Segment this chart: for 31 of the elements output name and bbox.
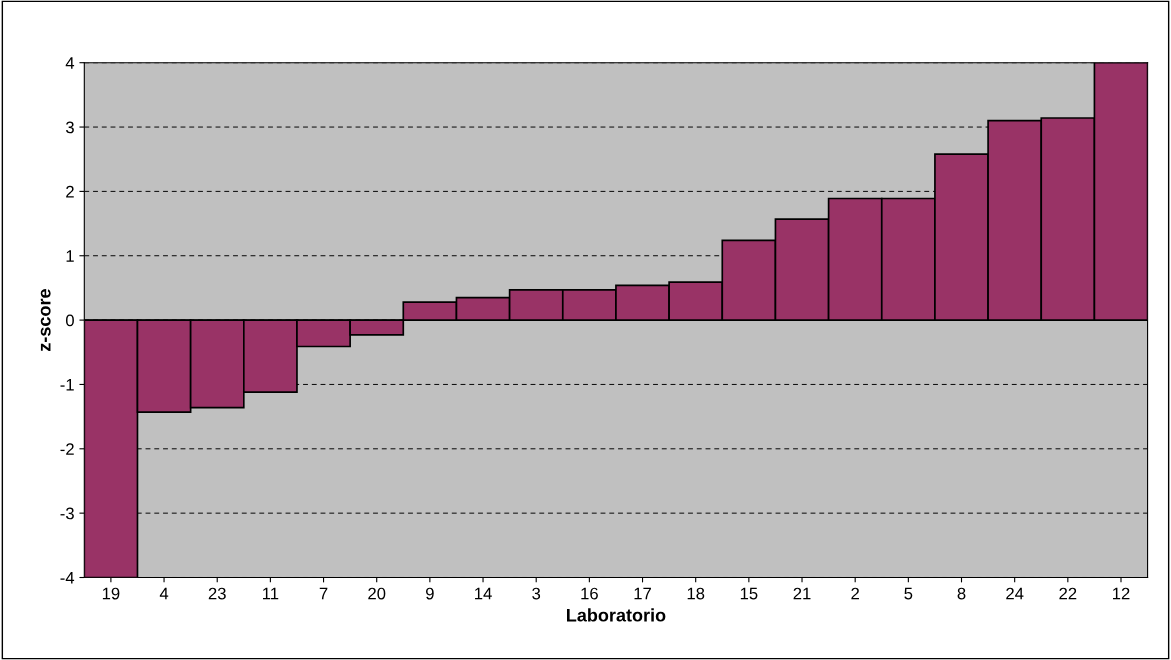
x-tick-label: 18 (687, 587, 705, 600)
x-tick-label: 17 (634, 587, 651, 600)
x-tick-label: 16 (581, 587, 598, 600)
y-axis-title: z-score (40, 289, 51, 351)
x-tick-label: 24 (1006, 587, 1024, 600)
y-tick-label: -2 (60, 443, 74, 455)
x-tick-label: 23 (208, 587, 226, 600)
y-tick-label: 4 (65, 57, 75, 69)
x-tick-label: 11 (263, 587, 279, 600)
x-tick-label: 20 (368, 587, 386, 600)
y-tick-label: -4 (60, 572, 75, 584)
x-tick-label: 4 (159, 587, 169, 600)
y-tick-label: 1 (66, 250, 74, 262)
y-tick-label: 3 (65, 121, 74, 134)
y-tick-label: -1 (60, 379, 74, 391)
y-tick-label: -3 (60, 507, 74, 520)
x-tick-label: 3 (532, 587, 541, 600)
x-tick-label: 21 (793, 587, 811, 600)
x-tick-label: 7 (319, 587, 328, 600)
x-axis-title: Laboratorio (567, 608, 666, 622)
x-tick-label: 9 (426, 587, 434, 600)
x-tick-label: 12 (1113, 587, 1130, 600)
x-tick-label: 2 (851, 587, 859, 600)
x-tick-label: 5 (904, 587, 913, 600)
x-tick-label: 19 (102, 587, 120, 600)
x-tick-label: 14 (475, 587, 492, 600)
y-tick-label: 2 (66, 185, 74, 198)
x-tick-label: 15 (740, 587, 758, 600)
x-tick-label: 22 (1059, 587, 1077, 600)
x-tick-label: 8 (957, 587, 966, 600)
y-tick-label: 0 (65, 314, 74, 327)
